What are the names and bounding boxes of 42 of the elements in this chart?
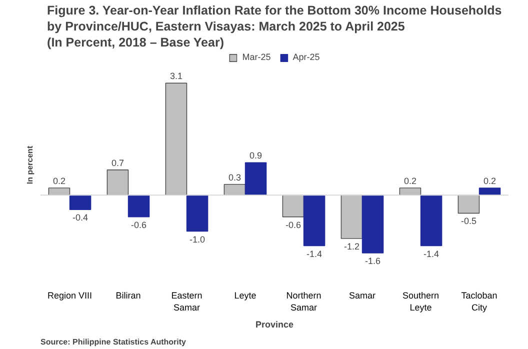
data-label: 0.2: [484, 176, 496, 186]
bar: [303, 194, 326, 246]
legend-label: Mar-25: [242, 52, 271, 62]
x-tick-label: Northern Samar: [286, 290, 322, 312]
chart-title: Figure 3. Year-on-Year Inflation Rate for the Bottom 30% Income Households by Province/HUC, Eastern Visayas: March 2025 to April 2025 (In Percent, 2018 – Base Year): [47, 3, 502, 50]
data-label: -1.2: [344, 242, 360, 252]
bar: [340, 194, 363, 239]
data-label: -1.6: [365, 256, 381, 266]
data-label: 0.2: [404, 176, 416, 186]
bar: [69, 194, 92, 210]
data-label: -0.5: [460, 216, 476, 226]
bar: [165, 82, 188, 196]
legend-label: Apr-25: [292, 52, 320, 62]
x-tick-label: Leyte: [234, 290, 256, 300]
x-tick-label: Southern Leyte: [402, 290, 440, 312]
data-label: -0.6: [285, 220, 301, 230]
bar: [106, 170, 129, 196]
y-axis-title: In percent: [26, 146, 34, 184]
x-tick-label: Samar: [348, 290, 376, 300]
data-label: 0.7: [111, 158, 124, 168]
x-axis-title: Province: [255, 320, 294, 330]
data-label: -1.0: [190, 234, 206, 244]
data-label: 0.9: [250, 150, 262, 161]
bar: [420, 194, 442, 246]
source-note: Source: Philippine Statistics Authority: [40, 338, 187, 346]
bar: [186, 194, 208, 232]
bar: [282, 194, 304, 218]
data-label: -1.4: [424, 248, 440, 259]
x-tick-label: Eastern Samar: [171, 290, 202, 312]
x-tick-label: Biliran: [116, 290, 141, 300]
data-label: 0.2: [52, 176, 66, 186]
data-label: -0.6: [131, 220, 147, 230]
bar: [458, 194, 480, 214]
data-label: -0.4: [72, 212, 88, 223]
data-label: 3.1: [170, 71, 182, 82]
x-tick-label: Tacloban City: [461, 290, 498, 312]
x-tick-label: Region VIII: [47, 290, 92, 300]
bar: [244, 162, 267, 196]
bar: [128, 194, 150, 218]
data-label: -1.4: [306, 248, 322, 259]
bar: [362, 194, 384, 254]
data-label: 0.3: [228, 172, 241, 182]
